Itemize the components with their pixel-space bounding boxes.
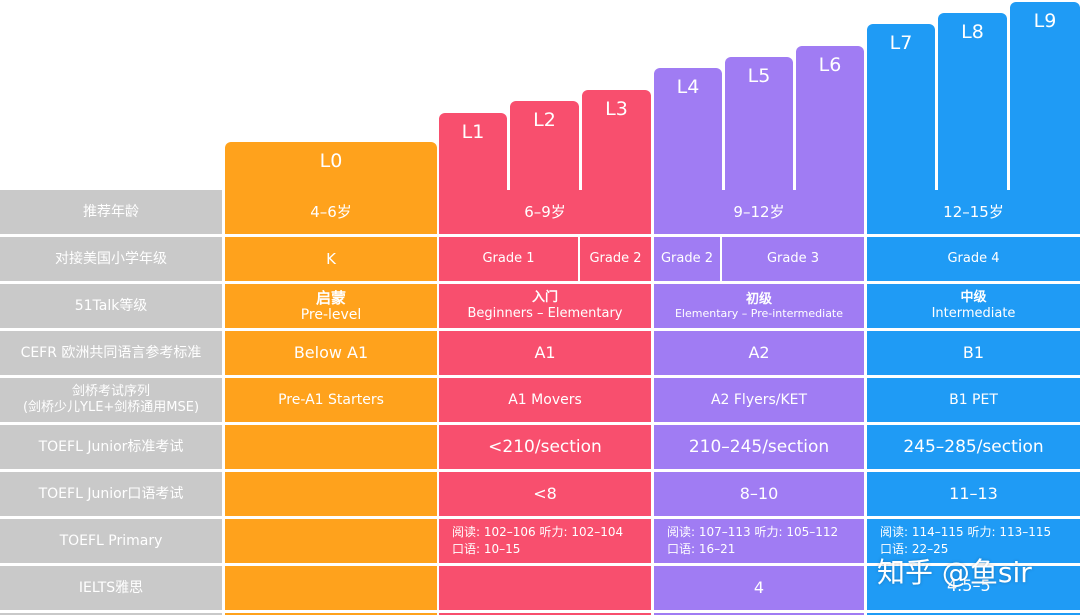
cambridge-label-2: (剑桥少儿YLE+剑桥通用MSE)	[22, 400, 200, 415]
age-purple: 9–12岁	[654, 190, 864, 234]
cambridge-pink: A1 Movers	[439, 378, 651, 422]
grade-purple-1: Grade 2	[654, 237, 720, 281]
talk-blue-cn: 中级	[960, 290, 987, 306]
toefl-primary-pink-line2: 口语: 10–15	[452, 542, 521, 556]
toefl-primary-blue-line1: 阅读: 114–115 听力: 113–115	[880, 525, 1052, 539]
next-row-pink-edge	[439, 613, 651, 615]
row-label-age: 推荐年龄	[0, 190, 222, 234]
toefl-junior-pink: <210/section	[439, 425, 651, 469]
toefl-primary-purple-line2: 口语: 16–21	[667, 542, 736, 556]
cambridge-l0: Pre-A1 Starters	[225, 378, 437, 422]
level-tab-l8: L8	[938, 13, 1007, 190]
toefl-oral-blue: 11–13	[867, 472, 1080, 516]
next-row-purple-edge	[654, 613, 864, 615]
cambridge-purple: A2 Flyers/KET	[654, 378, 864, 422]
grade-blue: Grade 4	[867, 237, 1080, 281]
ielts-pink	[439, 566, 651, 610]
toefl-primary-blue: 阅读: 114–115 听力: 113–115 口语: 22–25	[867, 519, 1080, 563]
cefr-l0: Below A1	[225, 331, 437, 375]
talk-pink-en: Beginners – Elementary	[467, 306, 623, 321]
toefl-junior-purple: 210–245/section	[654, 425, 864, 469]
level-tab-l0: L0	[225, 142, 437, 190]
talk-pink: 入门 Beginners – Elementary	[439, 284, 651, 328]
talk-blue: 中级 Intermediate	[867, 284, 1080, 328]
talk-l0-en: Pre-level	[300, 306, 362, 323]
talk-purple: 初级 Elementary – Pre-intermediate	[654, 284, 864, 328]
talk-pink-cn: 入门	[531, 290, 558, 306]
toefl-primary-blue-line2: 口语: 22–25	[880, 542, 949, 556]
toefl-oral-pink: <8	[439, 472, 651, 516]
level-tab-l9: L9	[1010, 2, 1080, 190]
level-tab-l3: L3	[582, 90, 651, 190]
level-tab-l6: L6	[796, 46, 864, 190]
next-row-label-edge	[0, 613, 222, 615]
toefl-junior-blue: 245–285/section	[867, 425, 1080, 469]
level-tab-l4: L4	[654, 68, 722, 190]
row-label-grade: 对接美国小学年级	[0, 237, 222, 281]
level-tab-l7: L7	[867, 24, 935, 190]
talk-l0: 启蒙 Pre-level	[225, 284, 437, 328]
ielts-l0	[225, 566, 437, 610]
toefl-primary-pink-line1: 阅读: 102–106 听力: 102–104	[452, 525, 624, 539]
row-label-toefl-junior-oral: TOEFL Junior口语考试	[0, 472, 222, 516]
age-blue: 12–15岁	[867, 190, 1080, 234]
row-label-toefl-primary: TOEFL Primary	[0, 519, 222, 563]
toefl-primary-purple: 阅读: 107–113 听力: 105–112 口语: 16–21	[654, 519, 864, 563]
row-label-ielts: IELTS雅思	[0, 566, 222, 610]
toefl-primary-pink: 阅读: 102–106 听力: 102–104 口语: 10–15	[439, 519, 651, 563]
toefl-primary-purple-line1: 阅读: 107–113 听力: 105–112	[667, 525, 839, 539]
level-tab-l2: L2	[510, 101, 579, 190]
next-row-blue-edge	[867, 613, 1080, 615]
zhihu-watermark: 知乎 @鱼sir	[877, 556, 1032, 589]
cambridge-blue: B1 PET	[867, 378, 1080, 422]
toefl-oral-purple: 8–10	[654, 472, 864, 516]
next-row-l0-edge	[225, 613, 437, 615]
toefl-oral-l0	[225, 472, 437, 516]
row-label-cefr: CEFR 欧洲共同语言参考标准	[0, 331, 222, 375]
talk-purple-en: Elementary – Pre-intermediate	[674, 307, 844, 321]
talk-l0-cn: 启蒙	[315, 288, 346, 307]
row-label-toefl-junior: TOEFL Junior标准考试	[0, 425, 222, 469]
cambridge-label-1: 剑桥考试序列	[71, 384, 150, 400]
toefl-junior-l0	[225, 425, 437, 469]
cefr-blue: B1	[867, 331, 1080, 375]
age-l0: 4–6岁	[225, 190, 437, 234]
cefr-pink: A1	[439, 331, 651, 375]
toefl-primary-l0	[225, 519, 437, 563]
ielts-blue-value: 4.5–5	[947, 576, 991, 595]
cefr-purple: A2	[654, 331, 864, 375]
ielts-blue: 4.5–5	[867, 566, 1080, 610]
row-label-cambridge: 剑桥考试序列 (剑桥少儿YLE+剑桥通用MSE)	[0, 378, 222, 422]
ielts-purple: 4	[654, 566, 864, 610]
grade-purple-2: Grade 3	[722, 237, 864, 281]
grade-pink-1: Grade 1	[439, 237, 578, 281]
grade-pink-2: Grade 2	[580, 237, 651, 281]
age-pink: 6–9岁	[439, 190, 651, 234]
level-tab-l5: L5	[725, 57, 793, 190]
talk-purple-cn: 初级	[745, 291, 772, 307]
level-tab-l1: L1	[439, 113, 507, 190]
grade-l0: K	[225, 237, 437, 281]
row-label-51talk: 51Talk等级	[0, 284, 222, 328]
talk-blue-en: Intermediate	[931, 306, 1016, 321]
